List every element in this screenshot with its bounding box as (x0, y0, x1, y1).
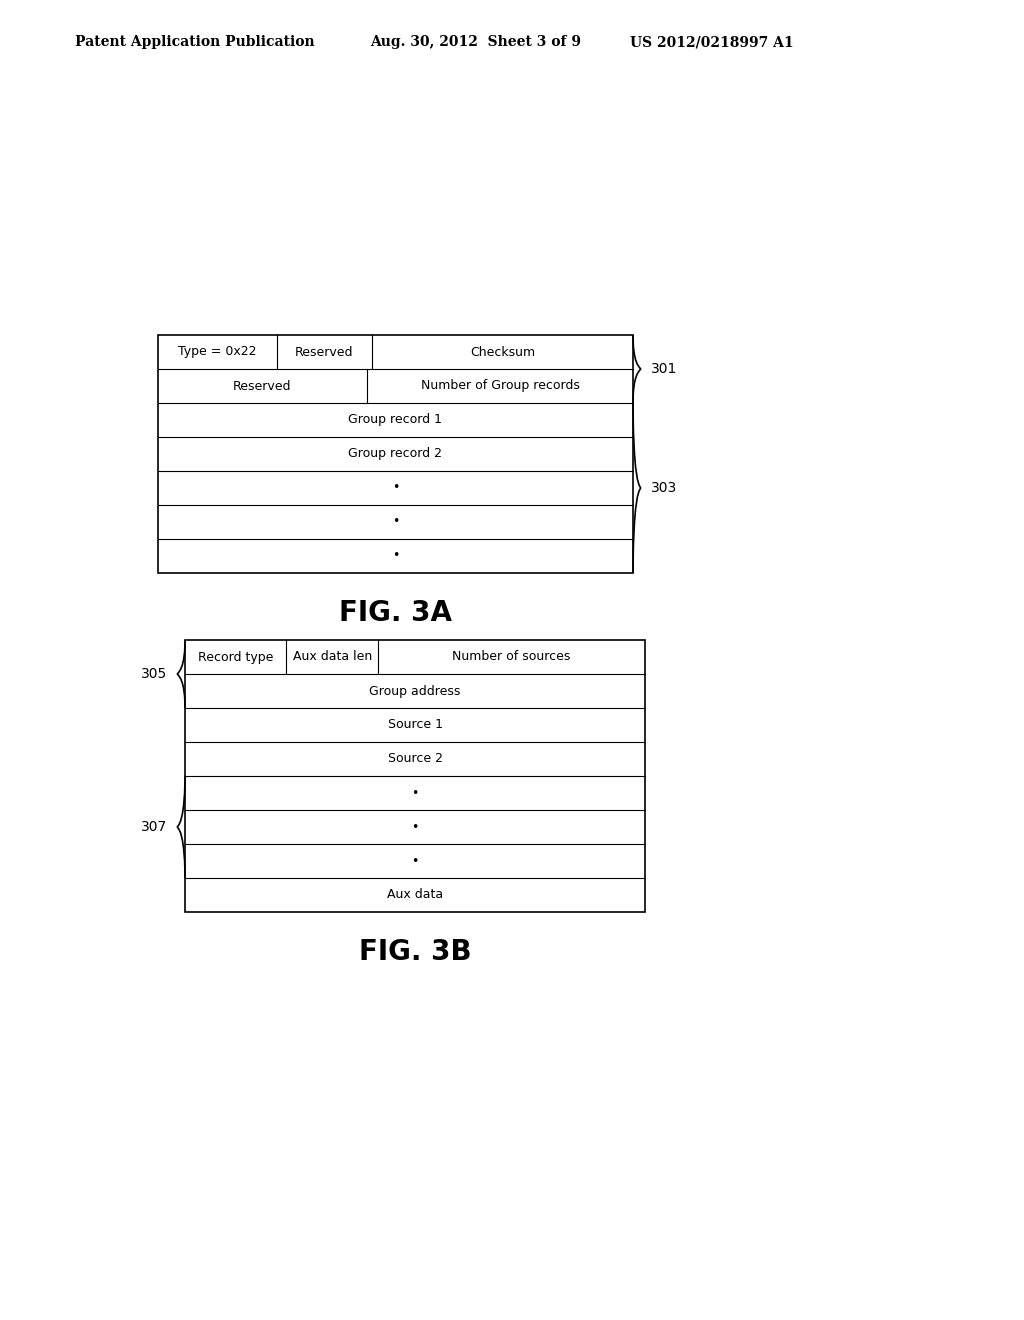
Text: Checksum: Checksum (470, 346, 535, 359)
Text: Group address: Group address (370, 685, 461, 697)
Bar (185, 640, 645, 912)
Text: Reserved: Reserved (295, 346, 353, 359)
Text: Group record 2: Group record 2 (348, 447, 442, 461)
Text: Group record 1: Group record 1 (348, 413, 442, 426)
Text: 305: 305 (140, 667, 167, 681)
Text: Aux data len: Aux data len (293, 651, 372, 664)
Text: Reserved: Reserved (233, 380, 292, 392)
Text: •: • (392, 549, 399, 562)
Text: Record type: Record type (198, 651, 273, 664)
Text: Number of sources: Number of sources (453, 651, 570, 664)
Text: •: • (392, 516, 399, 528)
Text: Source 2: Source 2 (387, 752, 442, 766)
Text: 301: 301 (651, 362, 677, 376)
Text: Source 1: Source 1 (387, 718, 442, 731)
Text: 303: 303 (651, 480, 677, 495)
Text: FIG. 3B: FIG. 3B (358, 939, 471, 966)
Text: •: • (412, 821, 419, 833)
Text: 307: 307 (140, 820, 167, 834)
Text: •: • (392, 482, 399, 495)
Text: Aug. 30, 2012  Sheet 3 of 9: Aug. 30, 2012 Sheet 3 of 9 (370, 36, 581, 49)
Text: FIG. 3A: FIG. 3A (339, 599, 452, 627)
Text: Number of Group records: Number of Group records (421, 380, 580, 392)
Bar (158, 335, 633, 573)
Text: •: • (412, 787, 419, 800)
Text: Aux data: Aux data (387, 888, 443, 902)
Text: US 2012/0218997 A1: US 2012/0218997 A1 (630, 36, 794, 49)
Text: •: • (412, 854, 419, 867)
Text: Patent Application Publication: Patent Application Publication (75, 36, 314, 49)
Text: Type = 0x22: Type = 0x22 (178, 346, 257, 359)
